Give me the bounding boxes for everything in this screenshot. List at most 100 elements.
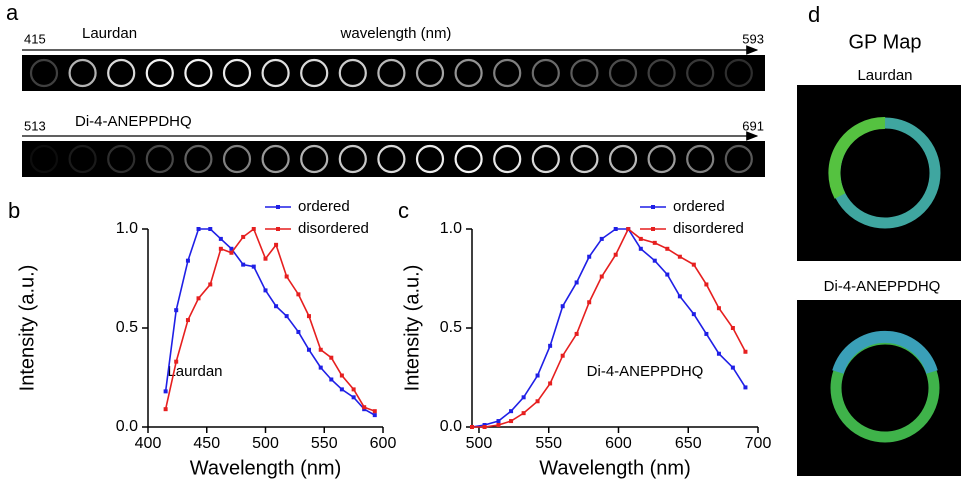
y-tick-label: 0.5 [440,319,462,336]
point [208,227,213,231]
point [218,236,223,241]
point [296,329,301,334]
map-label: Di-4-ANEPPDHQ [824,278,941,295]
legend-marker [276,205,280,209]
vesicle-image [338,144,367,174]
point [587,300,592,305]
point [296,292,301,297]
point [372,409,377,414]
point [560,353,565,358]
point [318,365,323,370]
point [638,246,643,251]
vesicle-image [184,58,213,88]
vesicle-image [531,58,560,88]
point [163,407,168,412]
vesicle-image [647,144,676,174]
point [229,246,234,251]
vesicle-image [493,58,522,88]
point [599,236,604,241]
series-line [164,227,376,412]
vesicle-image [222,58,252,88]
point [716,306,721,311]
x-tick-label: 600 [605,435,632,452]
x-tick-label: 600 [370,435,397,452]
point [241,234,246,239]
x-tick-label: 400 [135,435,162,452]
point [329,355,334,360]
point [318,347,323,352]
point [587,254,592,259]
point [716,351,721,356]
x-axis-title: Wavelength (nm) [539,457,691,479]
point [329,377,334,382]
vesicle-image [222,144,252,174]
point [496,423,501,428]
point [599,274,604,279]
gp-ring-segment [828,116,886,199]
vesicle-image [531,144,560,174]
point [482,425,487,429]
legend-label: ordered [298,198,350,215]
vesicle-image [29,58,59,88]
y-tick-label: 0.0 [440,418,462,435]
point [743,385,748,390]
point [691,312,696,317]
panel-label: a [6,0,19,25]
point [263,288,268,293]
panel-label: c [398,198,409,223]
vesicle-image [608,144,638,174]
x-tick-label: 550 [311,435,338,452]
point [284,274,289,279]
point [274,242,279,247]
y-axis-title: Intensity (a.u.) [401,265,423,392]
x-tick-label: 700 [745,435,772,452]
vesicle-image [570,58,599,88]
vesicle-image [68,144,97,174]
vesicle-image [145,58,174,88]
y-tick-label: 0.5 [116,319,138,336]
point [652,258,657,263]
point [351,395,356,400]
point [362,405,367,410]
point [691,262,696,267]
vesicle-image [377,144,406,174]
vesicle-image [686,58,715,88]
point [251,264,256,269]
point [218,246,223,251]
series-line [471,228,747,428]
point [174,359,179,364]
y-tick-label: 1.0 [116,220,138,237]
point [174,308,179,313]
point [535,373,540,378]
vesicle-image [724,144,753,174]
legend-marker [276,227,280,231]
point [652,240,657,245]
point [339,373,344,378]
point [306,347,311,352]
vesicle-image [300,58,329,88]
vesicle-image [454,144,483,174]
strip-name: Di-4-ANEPPDHQ [75,113,192,130]
map-label: Laurdan [857,67,912,84]
vesicle-image [415,58,445,88]
vesicle-image [493,144,522,174]
annotation: Di-4-ANEPPDHQ [587,363,704,380]
point [251,227,256,231]
point [613,227,618,231]
point [665,272,670,277]
legend-label: ordered [673,198,725,215]
point [163,389,168,394]
x-tick-label: 500 [252,435,279,452]
point [263,256,268,261]
point [284,314,289,319]
strip-images [29,58,753,174]
panel-label: d [808,2,820,27]
x-tick-label: 500 [466,435,493,452]
vesicle-image [29,144,59,174]
point [509,409,514,414]
vesicle-image [454,58,483,88]
strip-axis-label: wavelength (nm) [340,25,452,42]
point [185,258,190,263]
y-axis-title: Intensity (a.u.) [16,265,38,392]
